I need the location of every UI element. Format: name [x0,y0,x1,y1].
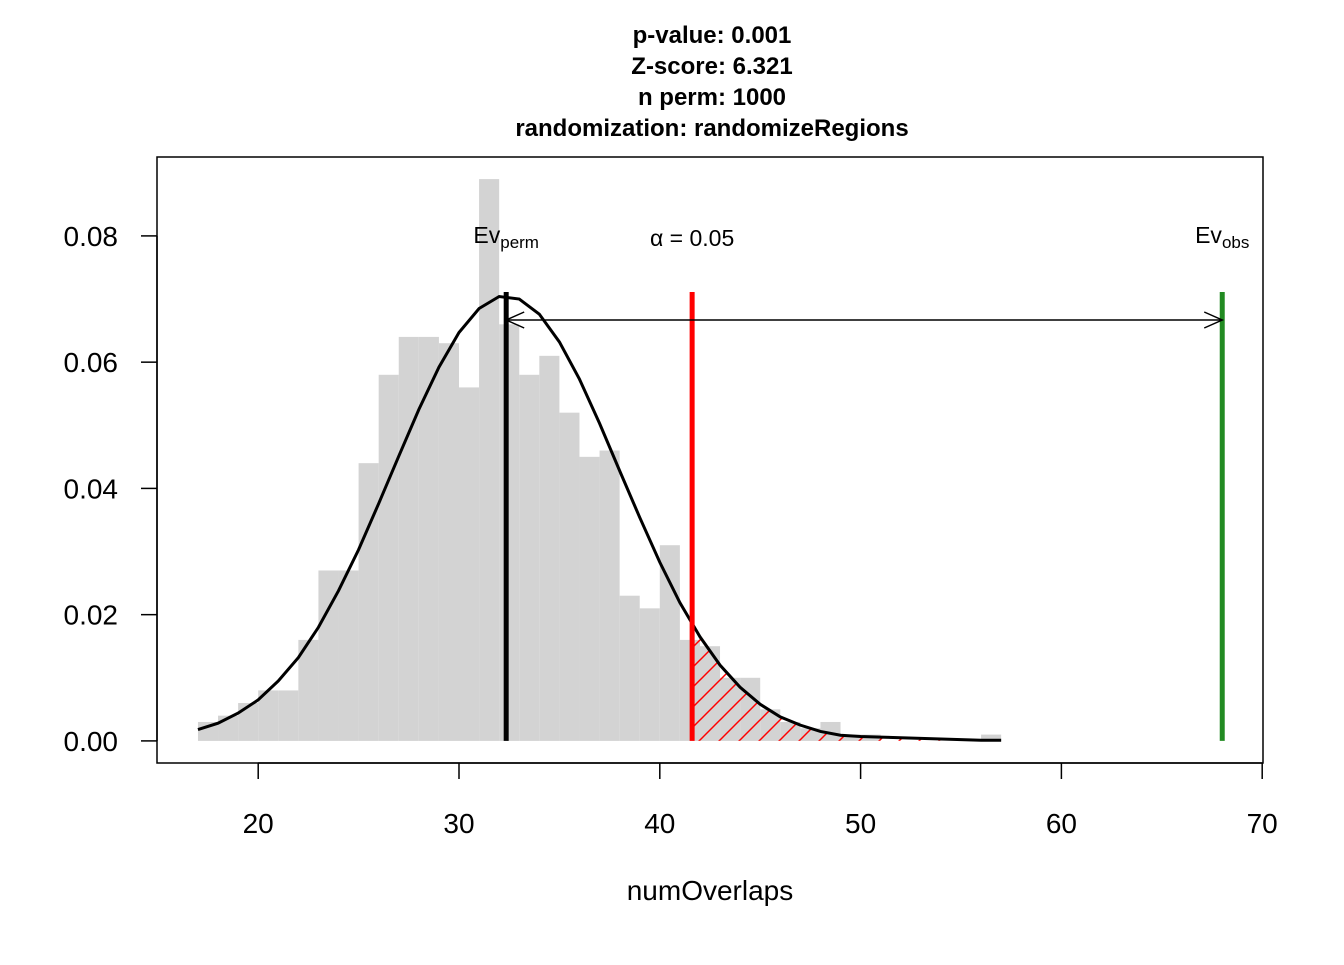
y-tick-label: 0.06 [64,347,119,378]
bar [579,456,600,741]
bar [358,463,379,741]
annotation: α = 0.05 [650,225,734,251]
y-tick-label: 0.08 [64,221,119,252]
annotation: Evperm [473,222,539,252]
bar [479,179,500,741]
annotation-main: Ev [473,222,500,248]
bar [298,639,319,741]
bar [639,608,660,741]
annotation-sub: obs [1222,233,1249,252]
bar [438,343,460,741]
title-line: n perm: 1000 [638,84,786,111]
bar [278,690,299,741]
x-axis-label: numOverlaps [627,875,794,906]
annotation: Evobs [1195,222,1249,252]
bar [539,355,560,741]
title-line: randomization: randomizeRegions [515,115,908,142]
bar [318,570,339,741]
annotation-main: Ev [1195,222,1222,248]
bar [619,595,640,741]
bar [378,374,399,741]
arrow-head [1203,311,1225,329]
y-tick-label: 0.00 [64,726,119,757]
x-tick-label: 20 [243,808,274,839]
title-line: Z-score: 6.321 [631,53,792,80]
y-tick-label: 0.04 [64,473,119,504]
x-tick-label: 50 [845,808,876,839]
arrow-head [504,311,525,329]
bar [981,734,1002,741]
x-tick-label: 60 [1046,808,1077,839]
bar [659,545,680,741]
bar [398,336,419,741]
bar [459,387,480,741]
x-tick-label: 40 [644,808,675,839]
x-tick-label: 30 [443,808,474,839]
y-tick-label: 0.02 [64,600,119,631]
bar [559,412,580,741]
annotation-sub: perm [500,233,539,252]
tail-hatch [692,296,1002,741]
bar [238,703,259,741]
x-tick-label: 70 [1247,808,1278,839]
bar [258,690,279,741]
bar [499,324,520,741]
bar [338,570,359,741]
title-line: p-value: 0.001 [633,22,792,49]
bar [519,374,540,741]
density-curve [197,294,1002,742]
bar [418,336,439,741]
bar [599,450,620,741]
